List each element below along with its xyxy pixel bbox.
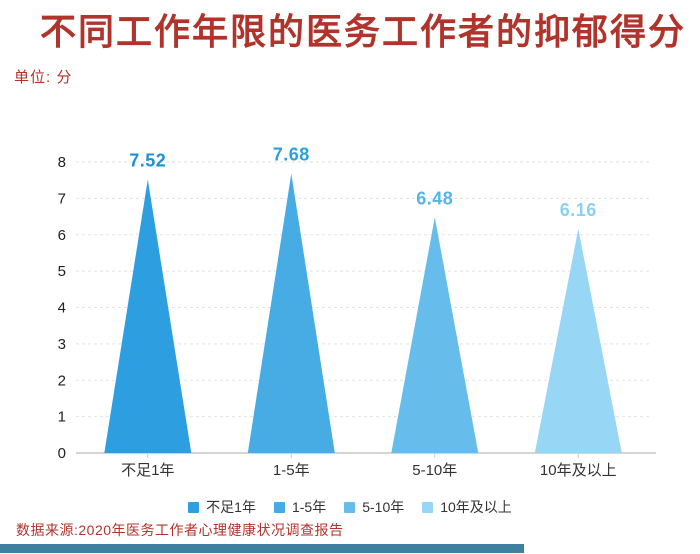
legend-label: 10年及以上 (440, 499, 512, 515)
y-axis-label: 0 (58, 445, 66, 462)
legend-swatch (188, 501, 200, 513)
category-label: 5-10年 (412, 462, 457, 479)
category-label: 不足1年 (121, 462, 174, 479)
y-axis-label: 1 (58, 409, 66, 426)
legend-item-1: 1-5年 (273, 497, 327, 517)
y-axis-label: 6 (58, 227, 66, 244)
unit-label: 单位: 分 (14, 69, 73, 86)
legend-label: 不足1年 (206, 499, 256, 515)
value-label: 7.52 (129, 150, 166, 170)
y-axis-label: 3 (58, 336, 66, 353)
legend-swatch (273, 501, 285, 513)
page-title: 不同工作年限的医务工作者的抑郁得分 (40, 11, 687, 52)
legend-item-0: 不足1年 (188, 497, 256, 517)
category-label: 1-5年 (273, 462, 310, 479)
y-axis-label: 8 (58, 154, 66, 171)
value-label: 6.16 (560, 200, 597, 220)
data-source: 数据来源:2020年医务工作者心理健康状况调查报告 (16, 522, 344, 538)
y-axis-label: 7 (58, 190, 66, 207)
value-label: 7.68 (273, 145, 310, 165)
legend-swatch (344, 501, 356, 513)
triangle-series-3 (534, 228, 622, 453)
y-axis-label: 5 (58, 263, 66, 280)
y-axis-label: 4 (58, 300, 66, 317)
legend: 不足1年 1-5年 5-10年 10年及以上 (0, 496, 700, 518)
legend-label: 5-10年 (362, 499, 405, 515)
triangle-series-1 (247, 173, 335, 453)
legend-label: 1-5年 (291, 499, 327, 515)
footer-bar (0, 544, 524, 553)
category-label: 10年及以上 (540, 462, 617, 479)
value-label: 6.48 (416, 188, 453, 208)
triangle-series-2 (391, 217, 479, 453)
legend-item-2: 5-10年 (344, 497, 404, 517)
y-axis-label: 2 (58, 372, 66, 389)
legend-item-3: 10年及以上 (422, 497, 512, 517)
triangle-series-0 (104, 179, 192, 453)
legend-swatch (422, 501, 434, 513)
